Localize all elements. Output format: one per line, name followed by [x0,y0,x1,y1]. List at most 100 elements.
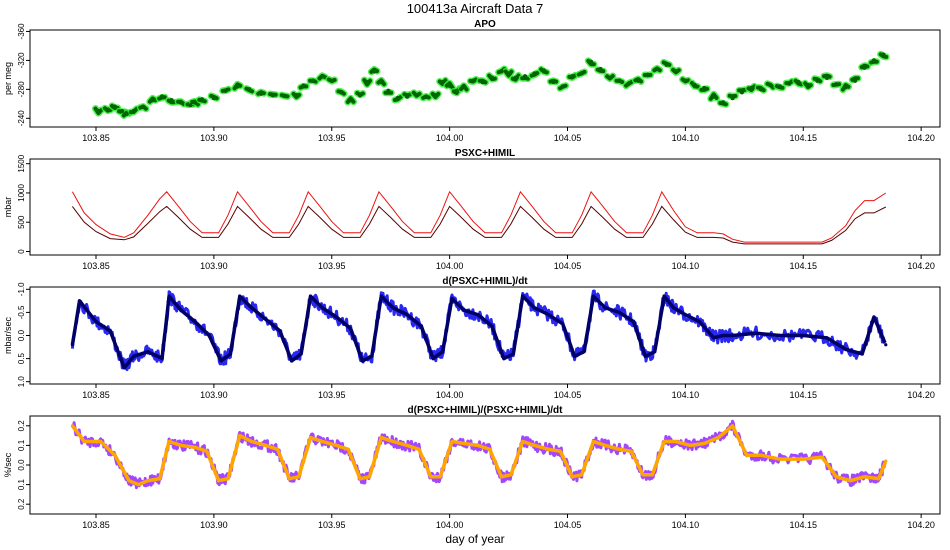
series-point [521,439,525,444]
apo-point [711,94,716,99]
series-noise-band [70,289,887,372]
series-point [193,320,197,324]
plot-frame [29,286,941,385]
series-point [391,306,395,310]
series-point [70,424,75,428]
series-point [450,439,454,444]
apo-point [588,59,594,65]
series-point [205,449,209,453]
series-line-1 [71,190,887,243]
apo-point [159,94,165,99]
series-point [745,453,749,457]
series-point [419,324,423,328]
panel-title: PSXC+HIMIL [455,148,515,159]
series-point [250,306,254,310]
x-tick-label: 104.15 [789,133,817,143]
series-point [358,477,362,481]
series-point [547,313,551,317]
apo-point [560,84,565,89]
series-point [417,447,421,451]
apo-point [777,84,782,89]
series-point [580,473,584,477]
series-point [167,439,171,444]
series-point [558,449,563,453]
apo-point [824,75,830,80]
plot-frame [29,158,941,256]
apo-point [513,75,518,80]
series-point [617,447,621,451]
apo-point [357,92,363,98]
y-axis-label: mbar/sec [3,316,13,354]
series-point [697,320,702,324]
series-point [228,352,232,356]
series-line [70,294,887,370]
plot-area [92,50,890,119]
series-point [429,475,433,479]
series-point [207,333,211,338]
series-point [502,356,506,361]
plot-frame [29,415,941,515]
apo-point [338,90,344,95]
series-point [582,350,586,354]
series-point [801,457,805,461]
apo-point [405,94,410,99]
apo-point [570,74,575,79]
apo-point [150,98,155,103]
apo-point [192,100,198,105]
apo-point [541,68,547,73]
y-tick-label: 0.2 [17,420,26,432]
series-point [287,477,291,481]
series-point [848,479,853,483]
series-line [71,424,887,487]
x-tick-label: 103.90 [200,133,228,143]
series-point [860,352,864,356]
series-point [113,453,117,457]
apo-point [626,81,632,86]
apo-point [211,95,217,101]
series-point [462,308,466,312]
series-point [754,331,758,335]
series-point [591,439,596,444]
series-point [884,343,888,347]
series-point [778,457,782,461]
apo-point [551,79,556,85]
x-tick-label: 103.90 [200,261,228,271]
series-point [476,443,480,447]
apo-point [414,92,419,98]
apo-point [447,83,452,88]
apo-point [386,88,391,94]
series-point [146,479,150,483]
x-tick-label: 104.15 [789,261,817,271]
apo-point [199,97,205,102]
series-point [629,449,633,453]
y-tick-label: -320 [17,52,26,69]
series-point [801,333,805,338]
apo-point [235,84,240,89]
series-point [405,443,409,447]
series-point [631,320,636,324]
series-point [136,483,141,487]
series-point [320,306,324,310]
apo-point [532,71,537,76]
apo-point [749,85,754,91]
apo-point [96,108,101,114]
x-tick-label: 104.15 [789,520,817,530]
apo-point [124,111,129,117]
series-point [320,439,324,444]
apo-point [320,74,325,79]
apo-point [119,108,125,114]
series-point [275,447,280,451]
apo-point [294,92,299,98]
series-point [299,352,303,356]
x-tick-label: 104.10 [672,390,700,400]
apo-point [862,65,867,70]
plot-area [70,419,888,490]
x-tick-label: 104.20 [907,261,935,271]
y-tick-label: 1.0 [17,376,26,388]
series-point [884,459,888,463]
series-point [547,447,551,451]
apo-point [579,71,584,76]
apo-point [654,66,660,72]
series-point [683,313,687,317]
series-point [108,329,112,333]
